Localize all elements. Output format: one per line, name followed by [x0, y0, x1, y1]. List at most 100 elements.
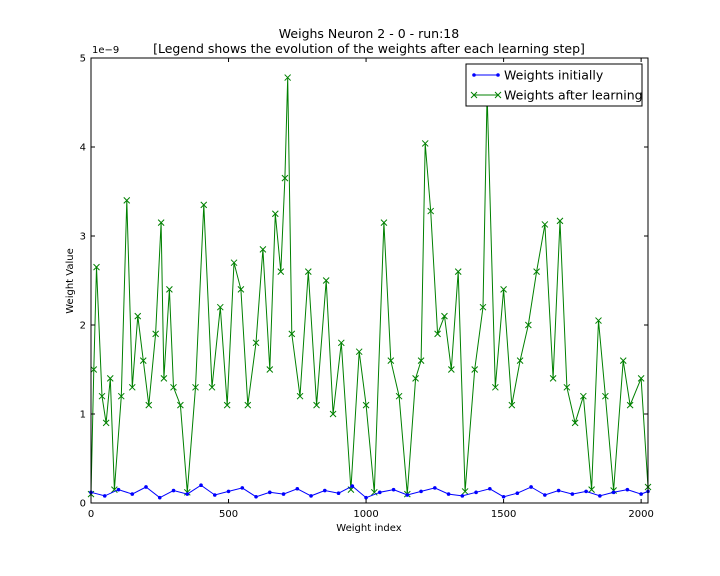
data-point-1-52 — [421, 140, 429, 147]
data-point-1-28 — [252, 339, 260, 347]
data-point-1-16 — [166, 286, 173, 293]
data-point-0-14 — [281, 492, 286, 496]
data-point-1-78 — [619, 357, 627, 364]
x-tick-label-0: 0 — [88, 509, 94, 520]
data-point-0-28 — [474, 490, 478, 495]
data-point-1-54 — [434, 330, 441, 338]
data-point-0-13 — [267, 490, 272, 495]
data-point-0-8 — [199, 483, 203, 488]
data-point-0-2 — [116, 487, 121, 492]
data-point-1-73 — [580, 392, 587, 400]
data-point-0-22 — [391, 487, 396, 492]
data-point-1-47 — [387, 357, 395, 364]
data-point-1-32 — [277, 268, 285, 275]
data-point-0-35 — [570, 492, 575, 496]
data-point-1-20 — [192, 383, 199, 391]
data-point-1-38 — [313, 401, 320, 409]
data-point-1-76 — [602, 392, 609, 400]
data-point-1-72 — [571, 419, 579, 427]
data-point-1-55 — [441, 312, 448, 320]
data-point-0-3 — [130, 492, 135, 496]
data-point-1-11 — [139, 357, 147, 364]
data-point-0-25 — [433, 486, 437, 490]
legend-marker-0-1 — [496, 73, 500, 77]
data-point-0-12 — [254, 494, 258, 499]
data-point-1-70 — [556, 217, 564, 225]
data-point-1-62 — [491, 383, 499, 391]
data-point-1-58 — [461, 488, 469, 495]
legend-marker-1-0 — [470, 91, 478, 99]
data-point-1-40 — [329, 410, 337, 418]
data-point-0-18 — [336, 491, 341, 496]
data-point-1-1 — [90, 366, 98, 373]
legend-box — [465, 63, 643, 107]
x-axis-label: Weight index — [336, 523, 401, 534]
data-point-1-9 — [128, 383, 136, 391]
y-tick-label-4: 4 — [80, 143, 86, 154]
data-point-1-18 — [177, 401, 184, 409]
data-point-0-38 — [611, 490, 616, 495]
data-point-1-17 — [170, 383, 177, 391]
data-point-1-29 — [259, 245, 267, 253]
data-point-1-23 — [216, 303, 224, 311]
data-point-0-34 — [556, 488, 561, 493]
data-point-1-53 — [427, 207, 435, 215]
series-line-1 — [90, 77, 649, 495]
data-point-1-36 — [296, 392, 304, 400]
data-point-1-37 — [304, 268, 312, 275]
data-point-1-2 — [93, 263, 100, 271]
data-point-0-21 — [378, 490, 382, 495]
data-point-1-13 — [152, 330, 159, 338]
legend-label-1: Weights after learning — [504, 88, 643, 103]
axes-frame — [90, 57, 649, 504]
data-point-0-24 — [419, 489, 423, 494]
data-point-0-20 — [364, 495, 368, 500]
legend-marker-1-1 — [494, 91, 502, 99]
data-point-1-60 — [479, 303, 487, 311]
data-point-1-30 — [266, 366, 274, 373]
data-point-1-44 — [362, 401, 370, 409]
data-point-0-1 — [102, 494, 107, 498]
data-point-1-56 — [447, 366, 455, 373]
data-point-1-25 — [230, 259, 238, 267]
data-point-1-22 — [208, 383, 216, 391]
y-tick-label-0: 0 — [80, 499, 86, 510]
y-scale-label: 1e−9 — [92, 45, 119, 56]
y-tick-label-3: 3 — [80, 232, 86, 243]
data-point-1-45 — [370, 488, 378, 496]
legend-marker-0-0 — [472, 73, 476, 77]
series-line-0 — [90, 484, 649, 499]
plot-area: 0 500 1000 1500 2000 0 1 2 3 4 5 — [80, 54, 654, 521]
data-point-1-4 — [102, 419, 110, 427]
data-point-0-17 — [323, 488, 327, 493]
x-tick-label-4: 2000 — [628, 509, 653, 520]
data-point-1-57 — [454, 268, 462, 275]
data-point-1-34 — [284, 74, 292, 81]
data-point-1-75 — [595, 317, 602, 324]
data-point-0-36 — [584, 489, 588, 494]
data-point-1-41 — [337, 339, 345, 347]
data-point-1-15 — [160, 375, 168, 382]
data-point-1-12 — [145, 401, 153, 409]
data-point-1-21 — [200, 201, 208, 209]
data-point-1-69 — [549, 375, 557, 382]
data-point-0-23 — [405, 493, 410, 497]
data-point-0-39 — [625, 487, 630, 492]
data-point-0-31 — [515, 491, 520, 496]
legend: Weights initially Weights after learning — [465, 63, 643, 107]
y-tick-label-5: 5 — [80, 54, 86, 65]
data-point-1-39 — [322, 277, 330, 284]
data-point-1-3 — [98, 392, 106, 400]
data-point-0-32 — [529, 485, 533, 489]
data-point-1-43 — [355, 348, 363, 356]
data-point-1-71 — [563, 383, 571, 391]
data-point-0-4 — [144, 485, 148, 489]
data-point-1-67 — [533, 268, 540, 275]
data-point-0-37 — [598, 494, 602, 498]
data-point-1-35 — [288, 330, 296, 338]
data-point-0-11 — [240, 486, 245, 490]
y-tick-label-2: 2 — [80, 321, 86, 332]
data-point-0-5 — [157, 495, 162, 500]
data-point-1-7 — [117, 392, 125, 400]
